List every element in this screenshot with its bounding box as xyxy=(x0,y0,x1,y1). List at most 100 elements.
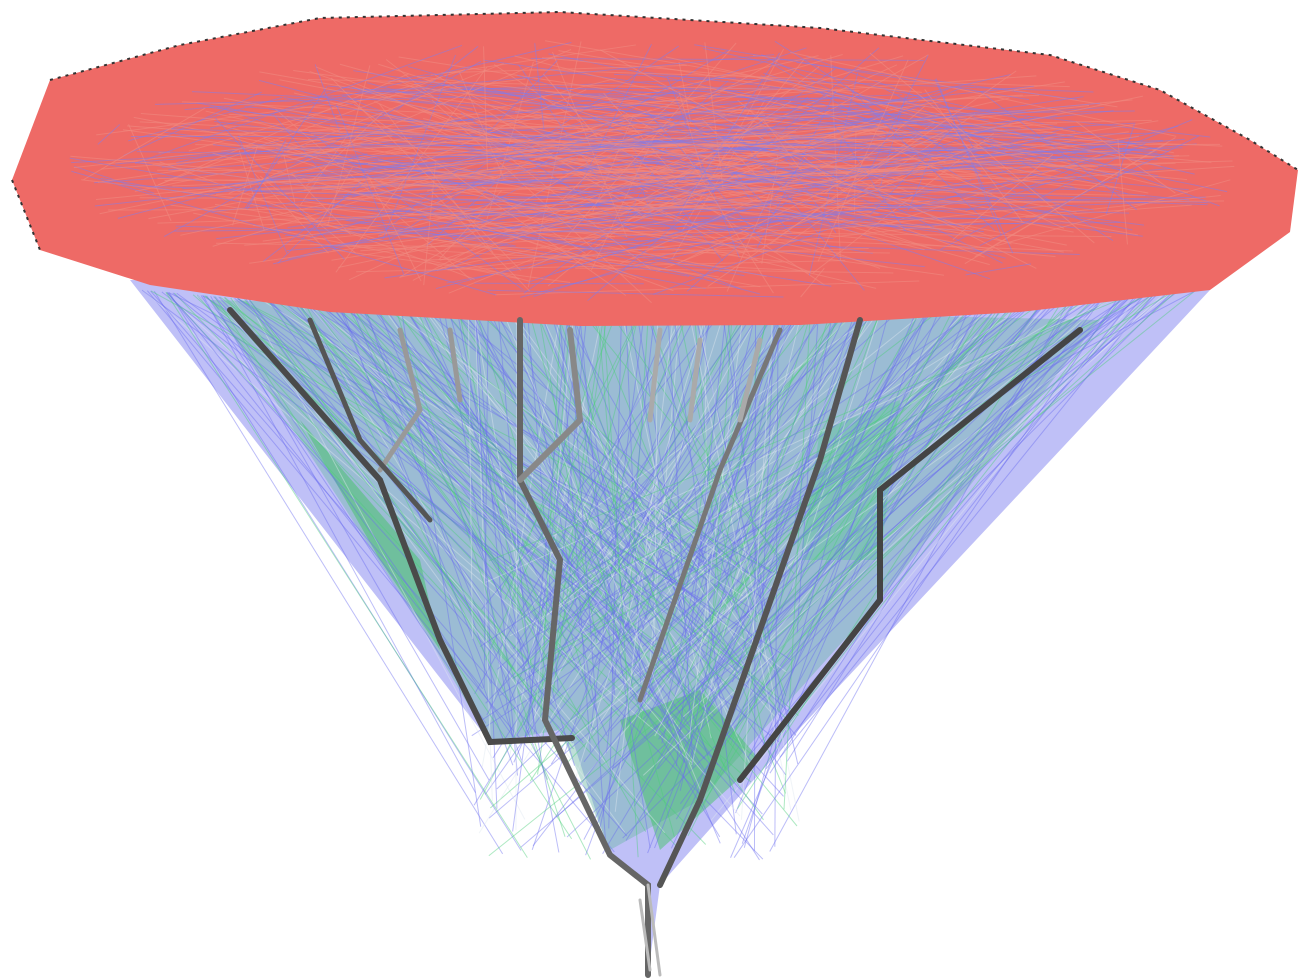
edge xyxy=(321,305,696,635)
edge xyxy=(629,319,681,611)
edge xyxy=(614,319,674,812)
edge xyxy=(376,309,798,827)
edge xyxy=(386,309,719,766)
edge xyxy=(551,318,746,605)
edge xyxy=(263,138,674,292)
edge xyxy=(539,311,926,622)
edge xyxy=(315,161,345,164)
edge xyxy=(679,316,819,593)
edge xyxy=(385,59,652,271)
edge xyxy=(579,318,616,696)
tree-edge xyxy=(637,327,783,703)
edge xyxy=(422,312,608,737)
edge xyxy=(383,113,1067,246)
tree-edge xyxy=(377,327,463,473)
edge xyxy=(216,242,890,254)
edge xyxy=(705,318,767,657)
edge xyxy=(467,314,473,639)
edge xyxy=(704,319,709,619)
edge xyxy=(266,300,756,759)
edge xyxy=(731,315,855,683)
edge xyxy=(728,302,1047,632)
edge xyxy=(512,292,1173,679)
edge xyxy=(320,304,699,600)
edge xyxy=(735,310,940,814)
edge xyxy=(308,304,787,673)
edge xyxy=(97,136,413,183)
edge xyxy=(172,292,642,675)
edge xyxy=(108,206,945,211)
edge xyxy=(175,225,1080,255)
edge xyxy=(779,293,1155,758)
edge xyxy=(564,318,767,663)
edge xyxy=(287,238,368,260)
edge xyxy=(237,298,782,576)
edge xyxy=(459,314,532,663)
edge xyxy=(353,103,627,296)
edge xyxy=(202,295,703,601)
edge xyxy=(741,311,927,844)
edge xyxy=(249,135,1139,264)
edge xyxy=(296,303,556,642)
edge xyxy=(70,155,973,232)
edge xyxy=(783,317,811,810)
edge xyxy=(552,318,644,629)
edge xyxy=(528,115,1030,283)
edge xyxy=(446,313,789,722)
edge xyxy=(644,71,1211,138)
edge xyxy=(512,318,746,650)
edge xyxy=(97,124,121,145)
edge xyxy=(475,315,498,809)
edge xyxy=(730,314,880,746)
edge xyxy=(224,297,637,649)
edge xyxy=(163,60,482,238)
edge xyxy=(134,44,463,164)
edge xyxy=(685,305,1016,832)
edge xyxy=(538,314,876,604)
edge xyxy=(521,318,757,668)
edge xyxy=(487,289,784,298)
edge xyxy=(484,316,823,795)
edge xyxy=(530,317,675,838)
edge xyxy=(212,125,600,247)
edge xyxy=(698,319,800,822)
edge xyxy=(492,318,770,759)
edge xyxy=(309,124,671,239)
edge xyxy=(314,209,516,247)
edge xyxy=(541,57,922,93)
edge xyxy=(310,196,834,240)
edge xyxy=(577,307,989,786)
edge xyxy=(361,89,830,171)
edge xyxy=(511,316,752,662)
edge xyxy=(527,318,568,733)
edge xyxy=(353,307,532,624)
edge xyxy=(270,301,533,603)
edge xyxy=(83,107,206,181)
edge xyxy=(206,295,514,737)
edge xyxy=(214,117,345,260)
edge xyxy=(671,309,965,662)
edge xyxy=(580,303,1041,633)
edge xyxy=(498,315,689,704)
edge xyxy=(761,54,1050,202)
edge xyxy=(140,112,1117,189)
edge xyxy=(463,314,698,573)
edge xyxy=(429,312,733,716)
edge xyxy=(508,319,602,762)
edge xyxy=(489,130,797,150)
edge xyxy=(507,314,875,568)
edge xyxy=(965,263,1032,276)
edge xyxy=(300,303,511,648)
edge xyxy=(305,112,383,187)
edge xyxy=(708,58,781,99)
edge xyxy=(503,157,994,251)
edge xyxy=(566,295,1140,838)
edge xyxy=(356,307,712,568)
edge xyxy=(587,318,795,575)
edge xyxy=(395,310,566,837)
edge xyxy=(214,296,573,840)
edge xyxy=(305,303,592,860)
edge xyxy=(538,317,736,794)
edge xyxy=(364,308,522,761)
edge xyxy=(509,299,1091,637)
